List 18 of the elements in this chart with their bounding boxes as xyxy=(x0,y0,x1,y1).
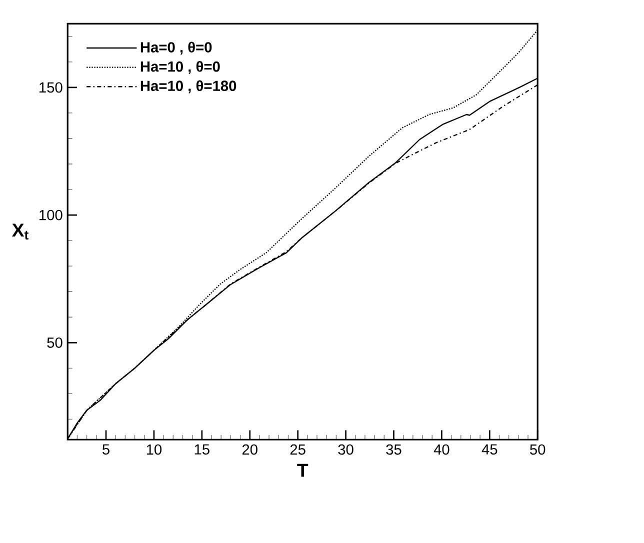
legend-label: Ha=10 , θ=0 xyxy=(140,61,220,74)
x-tick-label: 20 xyxy=(242,444,258,455)
x-tick-label: 15 xyxy=(194,444,210,455)
legend-label: Ha=10 , θ=180 xyxy=(140,80,236,94)
x-tick-label: 25 xyxy=(290,444,306,455)
x-tick-label: 10 xyxy=(146,444,162,455)
x-tick-label: 40 xyxy=(434,444,450,455)
x-tick-label: 45 xyxy=(482,444,498,455)
y-tick-label: 150 xyxy=(40,82,62,93)
y-tick-label: 50 xyxy=(47,337,62,348)
x-tick-label: 35 xyxy=(386,444,402,455)
x-axis-title: T xyxy=(297,464,308,477)
legend-label: Ha=0 , θ=0 xyxy=(140,42,212,55)
x-tick-label: 30 xyxy=(338,444,354,455)
y-axis-title: X$_{t}$ xyxy=(12,224,28,240)
x-tick-label: 5 xyxy=(102,444,110,455)
x-tick-label: 50 xyxy=(530,444,546,455)
y-tick-label: 100 xyxy=(40,210,62,220)
